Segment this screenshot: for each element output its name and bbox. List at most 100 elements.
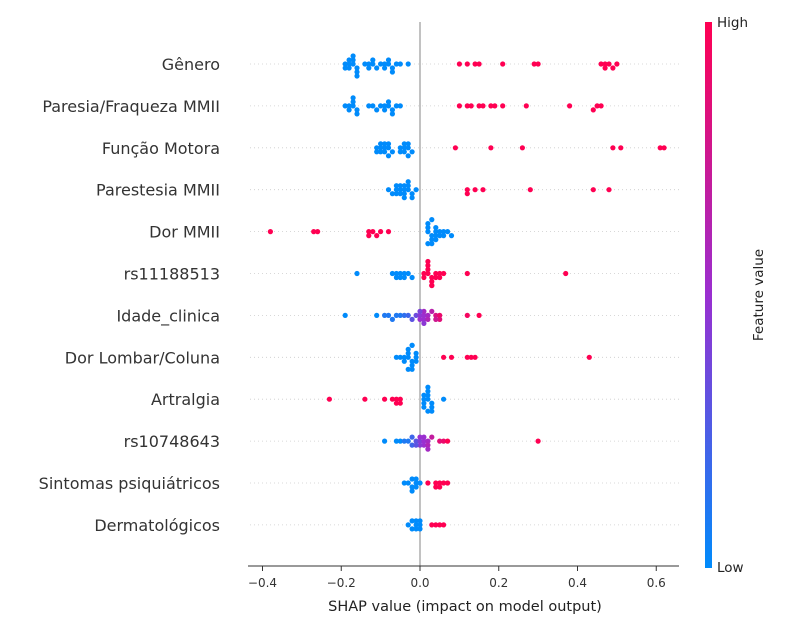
data-point (437, 229, 443, 235)
data-point (425, 241, 431, 247)
data-point (382, 141, 388, 147)
data-point (401, 149, 407, 155)
colorbar: High Low Feature value (705, 15, 767, 576)
data-point (370, 57, 376, 63)
data-point (405, 522, 411, 528)
data-point (433, 484, 439, 490)
data-point (397, 149, 403, 155)
data-point (389, 69, 395, 75)
feature-label: Função Motora (102, 139, 220, 158)
data-point (429, 434, 435, 440)
data-point (370, 61, 376, 67)
data-point (437, 480, 443, 486)
x-tick-label: 0.0 (410, 576, 429, 590)
data-point (385, 57, 392, 63)
data-point (429, 274, 435, 281)
data-point (374, 145, 380, 151)
data-point (433, 274, 439, 281)
data-point (401, 187, 407, 193)
data-point (421, 308, 427, 314)
data-point (405, 145, 411, 151)
data-point (590, 107, 596, 113)
data-point (393, 183, 399, 189)
data-point (563, 270, 569, 277)
data-point (401, 145, 407, 151)
data-point (385, 99, 392, 105)
data-point (409, 476, 415, 482)
feature-label: rs11188513 (124, 265, 220, 284)
data-point (433, 233, 439, 239)
data-point (389, 396, 395, 402)
colorbar-low-label: Low (717, 560, 744, 576)
data-point (409, 316, 415, 322)
data-point (610, 145, 616, 151)
feature-label: Sintomas psiquiátricos (39, 474, 220, 493)
data-point (401, 141, 407, 147)
data-point (366, 61, 372, 67)
data-point (385, 229, 392, 235)
data-point (425, 221, 431, 227)
data-point (421, 270, 427, 277)
data-point (354, 111, 360, 117)
data-point (433, 522, 439, 528)
data-point (413, 484, 419, 490)
data-point (409, 358, 415, 364)
data-point (464, 191, 470, 197)
data-point (397, 312, 403, 318)
data-point (342, 61, 348, 67)
data-point (590, 187, 596, 193)
data-point (421, 316, 427, 322)
data-point (535, 61, 541, 67)
data-point (366, 103, 372, 109)
data-point (472, 61, 478, 67)
data-point (397, 187, 403, 193)
data-point (433, 316, 439, 322)
data-point (417, 518, 423, 524)
data-point (354, 69, 360, 75)
data-point (425, 266, 431, 273)
data-point (267, 229, 273, 235)
data-point (382, 149, 388, 155)
data-point (382, 107, 388, 113)
data-point (413, 187, 419, 193)
data-point (425, 316, 431, 322)
data-point (397, 103, 403, 109)
data-point (385, 103, 392, 109)
data-point (382, 438, 388, 444)
data-point (389, 316, 395, 322)
data-point (346, 107, 352, 113)
data-point (378, 141, 384, 147)
data-point (385, 312, 392, 318)
data-point (346, 57, 352, 63)
data-point (464, 312, 470, 318)
data-point (445, 438, 451, 444)
data-point (492, 103, 498, 109)
data-point (437, 270, 443, 277)
feature-label: Dor Lombar/Coluna (65, 348, 220, 367)
data-point (366, 65, 372, 71)
data-point (405, 312, 411, 318)
data-point (382, 61, 388, 67)
data-point (409, 195, 415, 201)
data-point (409, 526, 415, 532)
feature-label: Parestesia MMII (96, 181, 220, 200)
data-point (362, 61, 368, 67)
feature-label: Artralgia (151, 390, 220, 409)
data-point (342, 65, 348, 71)
x-tick-label: 0.2 (489, 576, 508, 590)
data-point (421, 392, 427, 398)
data-point (594, 103, 600, 109)
data-point (441, 438, 447, 444)
data-point (472, 354, 478, 360)
data-point (385, 141, 392, 147)
data-point (393, 312, 399, 318)
x-axis-title: SHAP value (impact on model output) (328, 599, 602, 615)
data-point (500, 61, 506, 67)
data-point (417, 434, 423, 440)
data-point (464, 103, 470, 109)
data-point (421, 312, 427, 318)
data-point (389, 149, 395, 155)
data-point (606, 187, 612, 193)
data-point (393, 400, 399, 406)
data-point (401, 195, 407, 201)
